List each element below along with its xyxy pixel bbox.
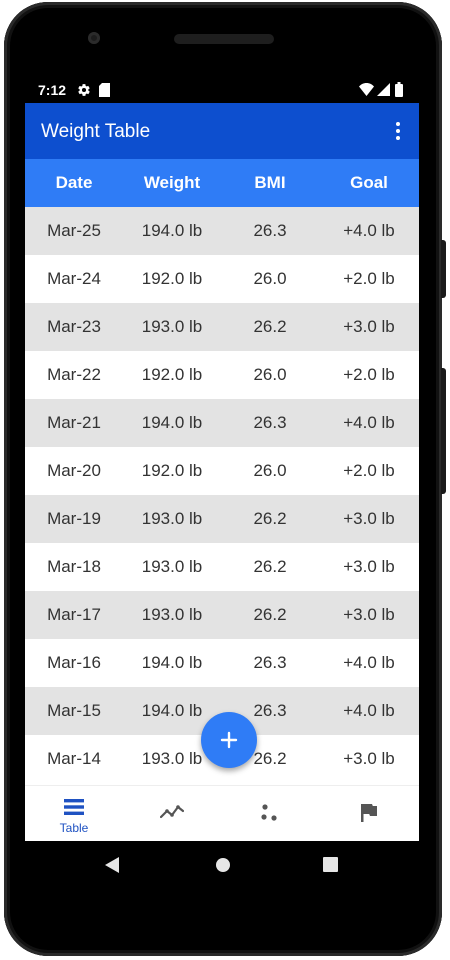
cell-bmi: 26.3	[253, 221, 287, 240]
header-weight[interactable]: Weight	[143, 173, 201, 192]
add-icon	[220, 731, 238, 749]
table-row[interactable]: Mar-23 193.0 lb 26.2 +3.0 lb	[25, 303, 419, 351]
recents-icon[interactable]	[323, 857, 338, 877]
back-icon[interactable]	[105, 857, 119, 878]
cell-goal: +2.0 lb	[343, 365, 395, 384]
cell-weight: 192.0 lb	[141, 269, 203, 288]
cell-bmi: 26.2	[253, 557, 287, 576]
cell-date: Mar-24	[47, 269, 101, 288]
cell-date: Mar-19	[47, 509, 101, 528]
cell-goal: +4.0 lb	[343, 413, 395, 432]
cell-goal: +4.0 lb	[343, 221, 395, 240]
sd-card-icon	[99, 83, 110, 100]
add-entry-button[interactable]	[201, 712, 257, 768]
cell-weight: 192.0 lb	[141, 461, 203, 480]
status-bar: 7:12	[25, 78, 419, 103]
cell-goal: +2.0 lb	[343, 269, 395, 288]
cell-bmi: 26.0	[253, 461, 287, 480]
table-row[interactable]: Mar-14 193.0 lb 26.2 +3.0 lb	[25, 735, 419, 783]
system-navigation-bar	[25, 841, 419, 889]
table-row[interactable]: Mar-18 193.0 lb 26.2 +3.0 lb	[25, 543, 419, 591]
cell-bmi: 26.3	[253, 653, 287, 672]
cell-goal: +3.0 lb	[343, 317, 395, 336]
cell-date: Mar-15	[47, 701, 101, 720]
cell-bmi: 26.3	[253, 413, 287, 432]
table-icon	[63, 797, 85, 822]
cell-bmi: 26.2	[253, 605, 287, 624]
cell-date: Mar-22	[47, 365, 101, 384]
cell-goal: +3.0 lb	[343, 557, 395, 576]
bottom-navigation: Table	[25, 785, 419, 841]
power-button	[441, 240, 446, 298]
table-row[interactable]: Mar-19 193.0 lb 26.2 +3.0 lb	[25, 495, 419, 543]
table-row[interactable]: Mar-21 194.0 lb 26.3 +4.0 lb	[25, 399, 419, 447]
settings-icon	[77, 83, 91, 100]
app-bar: Weight Table	[25, 103, 419, 159]
cell-date: Mar-17	[47, 605, 101, 624]
table-row[interactable]: Mar-17 193.0 lb 26.2 +3.0 lb	[25, 591, 419, 639]
flag-icon	[359, 803, 377, 828]
cell-date: Mar-18	[47, 557, 101, 576]
battery-icon	[395, 82, 403, 100]
cell-bmi: 26.3	[253, 701, 287, 720]
overflow-menu-icon[interactable]	[389, 121, 407, 143]
wifi-icon	[359, 83, 374, 99]
cell-date: Mar-21	[47, 413, 101, 432]
volume-button	[441, 368, 446, 494]
cell-date: Mar-14	[47, 749, 101, 768]
cell-weight: 192.0 lb	[141, 365, 203, 384]
home-icon[interactable]	[215, 857, 231, 878]
cell-bmi: 26.2	[253, 317, 287, 336]
earpiece-speaker	[174, 34, 274, 44]
cell-bmi: 26.0	[253, 365, 287, 384]
cell-weight: 193.0 lb	[141, 749, 203, 768]
cell-weight: 194.0 lb	[141, 221, 203, 240]
table-row[interactable]: Mar-16 194.0 lb 26.3 +4.0 lb	[25, 639, 419, 687]
nav-item-table[interactable]: Table	[25, 786, 123, 841]
nav-item-chart[interactable]	[123, 786, 221, 841]
cell-goal: +3.0 lb	[343, 509, 395, 528]
line-chart-icon	[159, 804, 185, 825]
nav-item-goal[interactable]	[319, 786, 417, 841]
cell-bmi: 26.0	[253, 269, 287, 288]
signal-icon	[377, 83, 390, 99]
cell-goal: +4.0 lb	[343, 701, 395, 720]
cell-weight: 193.0 lb	[141, 317, 203, 336]
nav-label-table: Table	[59, 821, 89, 835]
cell-weight: 193.0 lb	[141, 557, 203, 576]
cell-date: Mar-25	[47, 221, 101, 240]
header-bmi[interactable]: BMI	[254, 173, 286, 192]
status-time: 7:12	[38, 82, 67, 98]
cell-date: Mar-16	[47, 653, 101, 672]
cell-goal: +3.0 lb	[343, 749, 395, 768]
cell-goal: +3.0 lb	[343, 605, 395, 624]
table-row[interactable]: Mar-25 194.0 lb 26.3 +4.0 lb	[25, 207, 419, 255]
cell-bmi: 26.2	[253, 749, 287, 768]
page-title: Weight Table	[41, 121, 151, 142]
cell-date: Mar-23	[47, 317, 101, 336]
table-row[interactable]: Mar-22 192.0 lb 26.0 +2.0 lb	[25, 351, 419, 399]
table-row[interactable]: Mar-15 194.0 lb 26.3 +4.0 lb	[25, 687, 419, 735]
cell-bmi: 26.2	[253, 509, 287, 528]
front-camera	[88, 32, 100, 44]
cell-weight: 193.0 lb	[141, 509, 203, 528]
scatter-icon	[259, 803, 281, 828]
screen: 7:12 Weight Table Date Weight BMI Goal M…	[25, 78, 419, 841]
table-header: Date Weight BMI Goal	[25, 159, 419, 207]
header-date[interactable]: Date	[55, 173, 93, 192]
cell-weight: 194.0 lb	[141, 653, 203, 672]
cell-date: Mar-20	[47, 461, 101, 480]
nav-item-scatter[interactable]	[221, 786, 319, 841]
table-row[interactable]: Mar-20 192.0 lb 26.0 +2.0 lb	[25, 447, 419, 495]
header-goal[interactable]: Goal	[350, 173, 388, 192]
cell-weight: 194.0 lb	[141, 413, 203, 432]
cell-goal: +2.0 lb	[343, 461, 395, 480]
cell-weight: 193.0 lb	[141, 605, 203, 624]
cell-weight: 194.0 lb	[141, 701, 203, 720]
table-row[interactable]: Mar-24 192.0 lb 26.0 +2.0 lb	[25, 255, 419, 303]
cell-goal: +4.0 lb	[343, 653, 395, 672]
